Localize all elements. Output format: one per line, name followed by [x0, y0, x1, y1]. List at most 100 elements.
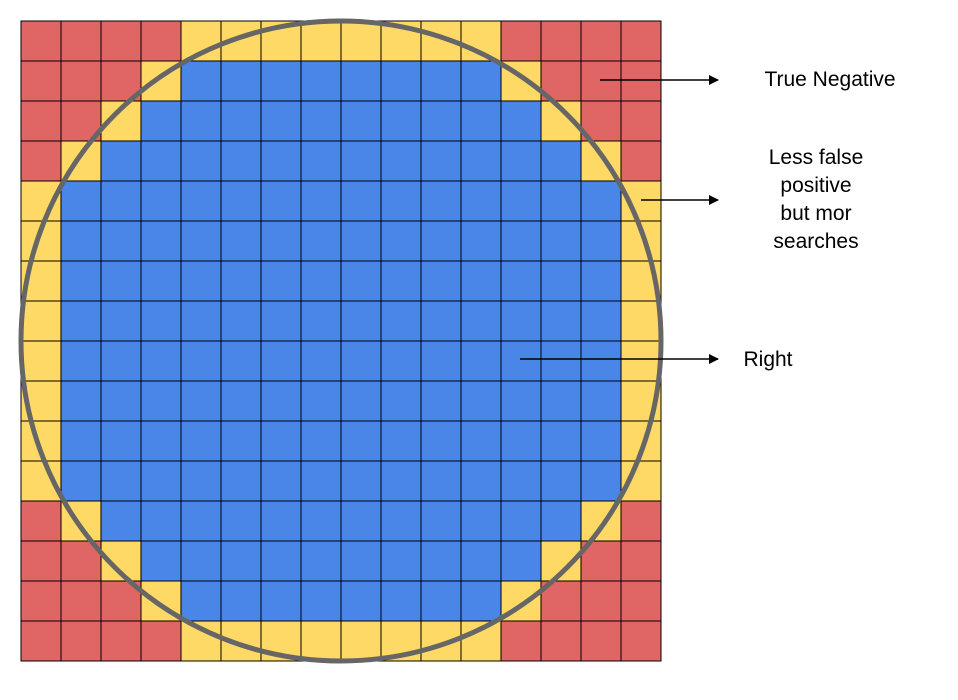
inside-cell: [300, 60, 342, 102]
inside-cell: [180, 460, 222, 502]
boundary-cell: [300, 20, 342, 62]
boundary-cell: [620, 300, 662, 342]
inside-cell: [340, 220, 382, 262]
inside-cell: [340, 300, 382, 342]
inside-cell: [340, 540, 382, 582]
inside-cell: [180, 140, 222, 182]
inside-cell: [340, 380, 382, 422]
inside-cell: [60, 460, 102, 502]
inside-cell: [500, 420, 542, 462]
inside-cell: [460, 500, 502, 542]
inside-cell: [380, 60, 422, 102]
inside-cell: [380, 260, 422, 302]
inside-cell: [100, 420, 142, 462]
true-negative-cell: [620, 60, 662, 102]
inside-cell: [580, 300, 622, 342]
inside-cell: [340, 500, 382, 542]
inside-cell: [260, 420, 302, 462]
true-negative-cell: [20, 140, 62, 182]
inside-cell: [540, 140, 582, 182]
inside-cell: [420, 340, 462, 382]
inside-cell: [540, 300, 582, 342]
true-negative-cell: [100, 620, 142, 662]
inside-cell: [300, 220, 342, 262]
inside-cell: [180, 180, 222, 222]
inside-cell: [180, 540, 222, 582]
inside-cell: [180, 340, 222, 382]
inside-cell: [580, 460, 622, 502]
inside-cell: [300, 460, 342, 502]
inside-cell: [420, 300, 462, 342]
inside-cell: [420, 140, 462, 182]
true-negative-cell: [540, 620, 582, 662]
inside-cell: [420, 380, 462, 422]
true-negative-cell: [60, 620, 102, 662]
inside-cell: [300, 500, 342, 542]
true-negative-cell: [580, 620, 622, 662]
inside-cell: [580, 260, 622, 302]
inside-cell: [420, 540, 462, 582]
inside-cell: [300, 380, 342, 422]
inside-cell: [540, 500, 582, 542]
inside-cell: [140, 500, 182, 542]
inside-cell: [100, 260, 142, 302]
inside-cell: [180, 100, 222, 142]
inside-cell: [380, 140, 422, 182]
inside-cell: [380, 580, 422, 622]
inside-cell: [300, 420, 342, 462]
inside-cell: [540, 260, 582, 302]
inside-cell: [300, 300, 342, 342]
inside-cell: [500, 300, 542, 342]
true-negative-cell: [620, 620, 662, 662]
inside-cell: [180, 220, 222, 262]
true-negative-cell: [620, 20, 662, 62]
inside-cell: [540, 460, 582, 502]
inside-cell: [420, 460, 462, 502]
inside-cell: [140, 300, 182, 342]
inside-cell: [380, 500, 422, 542]
inside-cell: [260, 140, 302, 182]
inside-cell: [140, 100, 182, 142]
inside-cell: [340, 140, 382, 182]
inside-cell: [460, 580, 502, 622]
inside-cell: [500, 500, 542, 542]
inside-cell: [580, 220, 622, 262]
inside-cell: [100, 500, 142, 542]
inside-cell: [260, 100, 302, 142]
true-negative-cell: [20, 20, 62, 62]
inside-cell: [500, 540, 542, 582]
inside-cell: [260, 380, 302, 422]
label-line: but mor: [780, 202, 852, 225]
inside-cell: [220, 460, 262, 502]
inside-cell: [460, 180, 502, 222]
inside-cell: [140, 140, 182, 182]
true-negative-cell: [20, 500, 62, 542]
inside-cell: [300, 260, 342, 302]
inside-cell: [220, 500, 262, 542]
inside-cell: [500, 140, 542, 182]
inside-cell: [220, 580, 262, 622]
inside-cell: [340, 180, 382, 222]
inside-cell: [100, 380, 142, 422]
inside-cell: [340, 60, 382, 102]
inside-cell: [180, 500, 222, 542]
label-less-false-positive: Less false positive but mor searches: [736, 144, 896, 256]
true-negative-cell: [620, 140, 662, 182]
inside-cell: [60, 380, 102, 422]
true-negative-cell: [620, 540, 662, 582]
inside-cell: [460, 260, 502, 302]
inside-cell: [100, 300, 142, 342]
boundary-cell: [620, 340, 662, 382]
inside-cell: [60, 300, 102, 342]
true-negative-cell: [540, 20, 582, 62]
true-negative-cell: [580, 580, 622, 622]
inside-cell: [340, 100, 382, 142]
inside-cell: [540, 220, 582, 262]
inside-cell: [100, 340, 142, 382]
boundary-cell: [20, 300, 62, 342]
inside-cell: [420, 220, 462, 262]
label-right: Right: [743, 348, 793, 371]
inside-cell: [260, 220, 302, 262]
boundary-cell: [340, 20, 382, 62]
